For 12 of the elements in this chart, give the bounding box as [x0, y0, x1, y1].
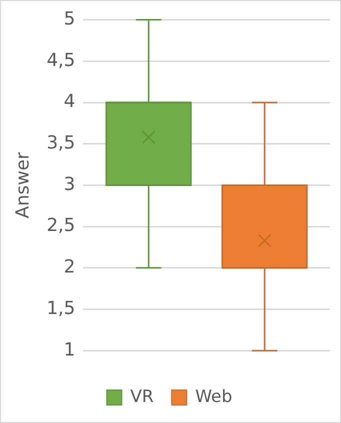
- y-tick-label: 2,5: [46, 215, 76, 236]
- y-tick-label: 5: [64, 8, 76, 30]
- y-tick-label: 2: [64, 256, 76, 278]
- y-tick-label: 1,5: [46, 298, 76, 319]
- y-tick-label: 4,5: [46, 50, 76, 71]
- y-tick-label: 4: [64, 91, 76, 112]
- y-tick-label: 3: [64, 174, 76, 195]
- legend-label: Web: [195, 386, 232, 407]
- legend-label: VR: [130, 386, 154, 407]
- y-tick-label: 1: [64, 339, 76, 360]
- y-tick-label: 3,5: [46, 132, 76, 154]
- y-axis-title: Answer: [12, 151, 34, 218]
